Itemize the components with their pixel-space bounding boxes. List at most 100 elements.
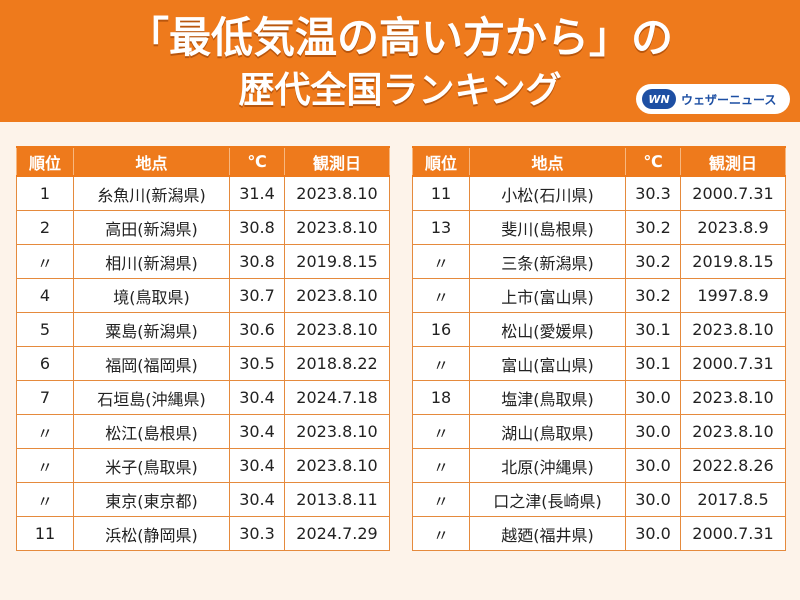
temp-cell: 30.0 [625, 414, 681, 449]
table-row: 〃越廼(福井県) 30.0 2000.7.31 [412, 516, 786, 551]
place-cell: 北原(沖縄県) [469, 448, 626, 483]
ranking-table-left: 順位 地点 ℃ 観測日 1 糸魚川(新潟県) 31.4 2023.8.10 2 高田(新潟… [16, 146, 390, 551]
column-header-temp: ℃ [625, 146, 681, 177]
rank-cell: 1 [16, 175, 74, 211]
rank-cell: 〃 [412, 278, 470, 313]
temp-cell: 30.1 [625, 346, 681, 381]
date-cell: 1997.8.9 [680, 278, 786, 313]
table-row: 5 粟島(新潟県) 30.6 2023.8.10 [16, 312, 390, 347]
date-cell: 2023.8.10 [284, 175, 390, 211]
table-row: 4 境(鳥取県) 30.7 2023.8.10 [16, 278, 390, 313]
page-title-line1: 「最低気温の高い方から」の [126, 13, 673, 62]
table-row: 〃三条(新潟県) 30.2 2019.8.15 [412, 244, 786, 279]
date-cell: 2019.8.15 [680, 244, 786, 279]
temp-cell: 30.8 [229, 210, 285, 245]
rank-cell: 〃 [412, 244, 470, 279]
date-cell: 2023.8.10 [680, 312, 786, 347]
place-cell: 浜松(静岡県) [73, 516, 230, 551]
date-cell: 2023.8.10 [284, 278, 390, 313]
date-cell: 2022.8.26 [680, 448, 786, 483]
place-cell: 松江(島根県) [73, 414, 230, 449]
date-cell: 2017.8.5 [680, 482, 786, 517]
date-cell: 2000.7.31 [680, 346, 786, 381]
temp-cell: 30.8 [229, 244, 285, 279]
place-cell: 富山(富山県) [469, 346, 626, 381]
date-cell: 2000.7.31 [680, 516, 786, 551]
date-cell: 2023.8.10 [284, 448, 390, 483]
column-header-rank: 順位 [412, 146, 470, 177]
temp-cell: 30.6 [229, 312, 285, 347]
table-row: 〃口之津(長崎県) 30.0 2017.8.5 [412, 482, 786, 517]
temp-cell: 30.7 [229, 278, 285, 313]
date-cell: 2023.8.10 [284, 210, 390, 245]
weathernews-logo-mark: WN [642, 89, 676, 109]
temp-cell: 30.0 [625, 380, 681, 415]
table-row: 〃東京(東京都) 30.4 2013.8.11 [16, 482, 390, 517]
rank-cell: 11 [412, 175, 470, 211]
temp-cell: 30.4 [229, 414, 285, 449]
temp-cell: 30.0 [625, 448, 681, 483]
weathernews-logo: WN ウェザーニュース [636, 84, 790, 114]
place-cell: 斐川(島根県) [469, 210, 626, 245]
weathernews-logo-text: ウェザーニュース [681, 92, 777, 107]
column-header-rank: 順位 [16, 146, 74, 177]
temp-cell: 30.0 [625, 516, 681, 551]
table-row: 11 浜松(静岡県) 30.3 2024.7.29 [16, 516, 390, 551]
column-header-date: 観測日 [680, 146, 786, 177]
rank-cell: 6 [16, 346, 74, 381]
temp-cell: 30.4 [229, 448, 285, 483]
table-row: 6 福岡(福岡県) 30.5 2018.8.22 [16, 346, 390, 381]
place-cell: 松山(愛媛県) [469, 312, 626, 347]
place-cell: 米子(鳥取県) [73, 448, 230, 483]
table-row: 〃米子(鳥取県) 30.4 2023.8.10 [16, 448, 390, 483]
table-row: 1 糸魚川(新潟県) 31.4 2023.8.10 [16, 175, 390, 211]
table-row: 〃湖山(鳥取県) 30.0 2023.8.10 [412, 414, 786, 449]
place-cell: 相川(新潟県) [73, 244, 230, 279]
place-cell: 口之津(長崎県) [469, 482, 626, 517]
temp-cell: 30.3 [229, 516, 285, 551]
date-cell: 2023.8.9 [680, 210, 786, 245]
temp-cell: 30.2 [625, 210, 681, 245]
table-row: 18 塩津(鳥取県) 30.0 2023.8.10 [412, 380, 786, 415]
table-header-row: 順位 地点 ℃ 観測日 [16, 146, 390, 177]
place-cell: 石垣島(沖縄県) [73, 380, 230, 415]
rank-cell: 〃 [412, 448, 470, 483]
table-header-row: 順位 地点 ℃ 観測日 [412, 146, 786, 177]
date-cell: 2024.7.29 [284, 516, 390, 551]
rank-cell: 16 [412, 312, 470, 347]
date-cell: 2023.8.10 [284, 312, 390, 347]
place-cell: 福岡(福岡県) [73, 346, 230, 381]
temp-cell: 30.2 [625, 278, 681, 313]
rank-cell: 〃 [412, 482, 470, 517]
column-header-place: 地点 [73, 146, 230, 177]
page-title-line2: 歴代全国ランキング [238, 70, 562, 111]
place-cell: 小松(石川県) [469, 175, 626, 211]
table-row: 7 石垣島(沖縄県) 30.4 2024.7.18 [16, 380, 390, 415]
header-banner: 「最低気温の高い方から」の 歴代全国ランキング WN ウェザーニュース [0, 0, 800, 122]
rank-cell: 5 [16, 312, 74, 347]
table-row: 〃富山(富山県) 30.1 2000.7.31 [412, 346, 786, 381]
temp-cell: 30.1 [625, 312, 681, 347]
column-header-date: 観測日 [284, 146, 390, 177]
temp-cell: 30.3 [625, 175, 681, 211]
date-cell: 2023.8.10 [284, 414, 390, 449]
temp-cell: 30.2 [625, 244, 681, 279]
rank-cell: 4 [16, 278, 74, 313]
rank-cell: 〃 [16, 448, 74, 483]
place-cell: 糸魚川(新潟県) [73, 175, 230, 211]
rank-cell: 〃 [16, 244, 74, 279]
place-cell: 湖山(鳥取県) [469, 414, 626, 449]
date-cell: 2023.8.10 [680, 380, 786, 415]
rank-cell: 13 [412, 210, 470, 245]
place-cell: 塩津(鳥取県) [469, 380, 626, 415]
date-cell: 2024.7.18 [284, 380, 390, 415]
table-row: 16 松山(愛媛県) 30.1 2023.8.10 [412, 312, 786, 347]
date-cell: 2013.8.11 [284, 482, 390, 517]
place-cell: 東京(東京都) [73, 482, 230, 517]
temp-cell: 31.4 [229, 175, 285, 211]
rank-cell: 〃 [412, 516, 470, 551]
place-cell: 越廼(福井県) [469, 516, 626, 551]
rank-cell: 〃 [412, 414, 470, 449]
date-cell: 2023.8.10 [680, 414, 786, 449]
column-header-temp: ℃ [229, 146, 285, 177]
